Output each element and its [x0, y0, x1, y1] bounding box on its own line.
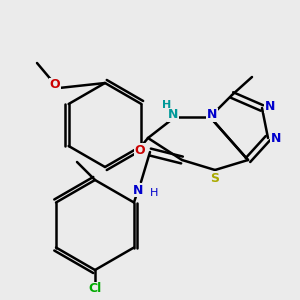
- Text: S: S: [211, 172, 220, 184]
- Text: O: O: [135, 143, 145, 157]
- Text: N: N: [133, 184, 143, 196]
- Text: H: H: [150, 188, 158, 198]
- Text: N: N: [265, 100, 275, 112]
- Text: N: N: [207, 109, 217, 122]
- Text: N: N: [168, 109, 178, 122]
- Text: N: N: [271, 133, 281, 146]
- Text: Cl: Cl: [88, 283, 102, 296]
- Text: O: O: [50, 79, 60, 92]
- Text: H: H: [162, 100, 172, 110]
